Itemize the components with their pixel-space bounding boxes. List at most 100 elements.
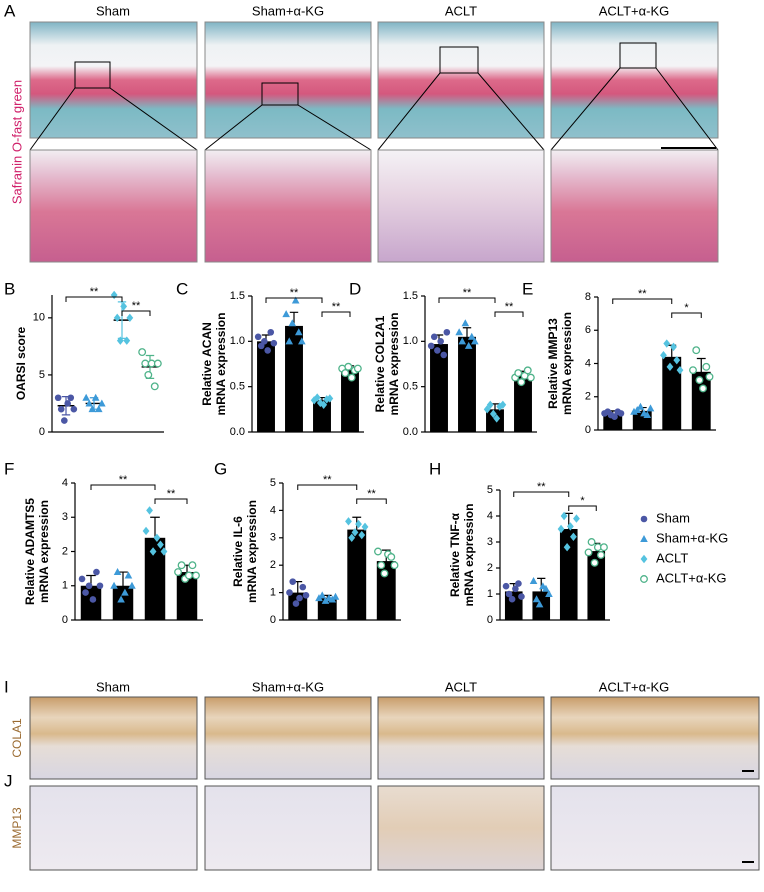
y-tick-label: 0.5 [403,381,418,393]
y-tick-label: 0 [270,614,276,626]
data-point [545,590,553,597]
data-point [443,328,451,336]
ihc-images [29,696,760,871]
data-point [149,547,157,556]
bar [112,585,134,620]
significance-bracket [438,297,496,303]
data-point [499,400,507,409]
data-point [493,414,501,423]
data-point [67,394,75,402]
data-point [192,571,200,580]
data-point [61,417,68,424]
y-tick-label: 1 [487,588,493,600]
group-label: ACLT [445,679,477,694]
data-point [486,400,494,409]
data-point [390,561,399,570]
y-axis-label: Relative MMP13 [546,318,560,409]
bar [144,537,166,620]
data-point [124,571,133,579]
data-point [590,558,599,567]
data-point [646,404,655,412]
data-point [542,584,550,592]
stain-label: COLA1 [10,718,24,758]
data-point [150,382,159,391]
significance-label: ** [367,488,376,500]
data-point [146,506,153,515]
data-point [355,519,362,529]
data-point [113,568,122,576]
data-point [348,533,356,542]
bar [486,409,504,432]
data-point [282,310,290,318]
group-label: Sham [96,679,130,694]
y-axis-label: Relative ACAN [200,322,214,406]
data-point [676,365,684,375]
y-axis-label: mRNA expression [560,312,574,415]
data-point [702,362,711,371]
data-point [113,313,121,323]
data-point [663,339,671,348]
data-point [573,514,580,523]
panel-letter: F [4,459,14,478]
data-point [326,394,334,403]
data-point [535,600,544,608]
data-point [128,581,136,589]
data-point [512,585,519,593]
y-tick-label: 2 [270,559,276,571]
significance-bracket [494,311,524,317]
image [550,696,760,780]
bar [430,344,448,432]
y-axis-label: Relative COL2A1 [373,315,387,412]
data-point [502,582,510,590]
data-point [464,341,473,349]
y-tick-label: 2 [487,562,493,574]
significance-label: ** [505,301,514,313]
data-point [264,347,271,354]
data-point [518,593,525,600]
y-axis-label: Relative TNF-α [448,512,462,597]
significance-label: ** [132,300,141,312]
image [377,696,545,780]
y-axis-label: Relative IL-6 [231,516,245,587]
data-point [344,362,353,371]
data-point [455,328,463,336]
significance-label: ** [119,474,128,486]
significance-label: ** [638,288,647,300]
data-point [120,302,128,311]
data-point [157,540,164,549]
stain-label: MMP13 [10,807,24,849]
significance-label: ** [90,286,99,298]
bar [341,370,359,432]
zoom-box [619,42,657,69]
panel-letter: A [4,1,16,20]
data-point [299,583,307,591]
data-point [617,410,625,417]
legend-label: ACLT [656,550,688,565]
bar [458,336,476,432]
image [204,149,372,263]
group-label: ACLT [445,3,477,18]
data-point [121,588,129,596]
bar [587,551,606,620]
bar [257,341,275,432]
y-tick-label: 4 [585,357,591,369]
y-tick-label: 10 [33,312,45,324]
group-label: ACLT+α-KG [599,3,669,18]
image [29,149,198,263]
zoom-line [204,104,263,151]
data-point [89,596,97,603]
bar [176,572,198,620]
data-point [318,591,327,599]
data-point [689,366,697,375]
zoom-box [261,82,299,106]
y-tick-label: 1.0 [403,335,418,347]
data-point [636,402,645,410]
y-axis-label: mRNA expression [214,313,228,416]
data-point [505,590,513,598]
data-point [110,581,118,589]
y-tick-label: 0.5 [230,381,245,393]
data-point [313,393,321,402]
data-point [600,543,608,552]
significance-bracket [321,311,351,317]
legend-label: Sham [656,510,690,525]
